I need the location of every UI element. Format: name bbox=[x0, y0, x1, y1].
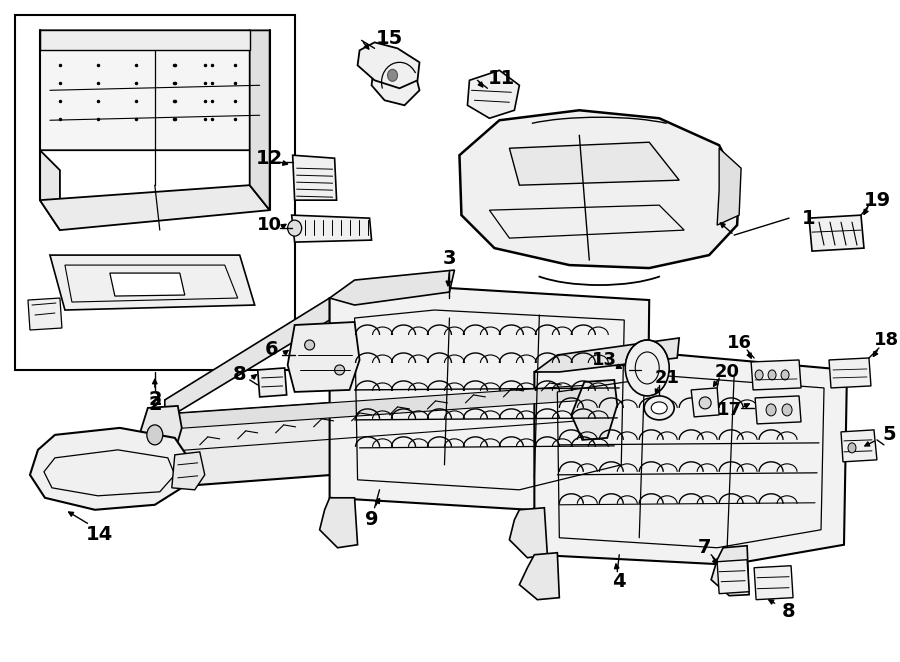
Polygon shape bbox=[717, 148, 741, 225]
Polygon shape bbox=[30, 428, 190, 510]
Text: 11: 11 bbox=[488, 69, 515, 88]
Text: 18: 18 bbox=[875, 331, 899, 349]
Polygon shape bbox=[572, 380, 617, 440]
Polygon shape bbox=[249, 30, 270, 210]
Polygon shape bbox=[841, 430, 877, 462]
Text: 13: 13 bbox=[592, 351, 617, 369]
Ellipse shape bbox=[755, 370, 763, 380]
Ellipse shape bbox=[781, 370, 789, 380]
Polygon shape bbox=[172, 452, 205, 490]
Ellipse shape bbox=[335, 365, 345, 375]
Ellipse shape bbox=[768, 370, 776, 380]
Text: 20: 20 bbox=[715, 363, 740, 381]
Polygon shape bbox=[15, 15, 294, 370]
Ellipse shape bbox=[766, 404, 776, 416]
Polygon shape bbox=[28, 298, 62, 330]
Polygon shape bbox=[155, 385, 599, 488]
Polygon shape bbox=[40, 150, 60, 230]
Text: 16: 16 bbox=[726, 334, 752, 352]
Ellipse shape bbox=[782, 404, 792, 416]
Polygon shape bbox=[519, 553, 559, 600]
Polygon shape bbox=[372, 56, 419, 105]
Polygon shape bbox=[711, 545, 749, 596]
Ellipse shape bbox=[147, 425, 163, 445]
Polygon shape bbox=[110, 273, 184, 296]
Text: 17: 17 bbox=[716, 401, 742, 419]
Polygon shape bbox=[292, 155, 337, 200]
Text: 6: 6 bbox=[265, 340, 278, 359]
Ellipse shape bbox=[699, 397, 711, 409]
Polygon shape bbox=[288, 322, 360, 392]
Polygon shape bbox=[320, 498, 357, 547]
Polygon shape bbox=[509, 508, 547, 557]
Polygon shape bbox=[40, 30, 270, 150]
Ellipse shape bbox=[288, 220, 302, 236]
Text: 21: 21 bbox=[654, 369, 680, 387]
Text: 2: 2 bbox=[148, 391, 162, 409]
Polygon shape bbox=[717, 560, 749, 594]
Text: 10: 10 bbox=[257, 216, 283, 234]
Polygon shape bbox=[40, 185, 270, 230]
Polygon shape bbox=[138, 406, 182, 465]
Polygon shape bbox=[829, 358, 871, 388]
Text: 7: 7 bbox=[698, 538, 711, 557]
Polygon shape bbox=[460, 111, 739, 268]
Polygon shape bbox=[155, 385, 590, 430]
Polygon shape bbox=[165, 298, 329, 420]
Polygon shape bbox=[257, 368, 287, 397]
Polygon shape bbox=[691, 388, 719, 417]
Text: 1: 1 bbox=[802, 209, 815, 228]
Polygon shape bbox=[329, 288, 649, 510]
Text: 9: 9 bbox=[364, 510, 378, 530]
Text: 8: 8 bbox=[782, 602, 796, 621]
Text: 5: 5 bbox=[882, 426, 896, 444]
Text: 14: 14 bbox=[86, 525, 113, 544]
Text: 3: 3 bbox=[443, 249, 456, 267]
Text: 19: 19 bbox=[863, 191, 890, 210]
Ellipse shape bbox=[848, 443, 856, 453]
Polygon shape bbox=[809, 215, 864, 251]
Ellipse shape bbox=[388, 70, 398, 81]
Polygon shape bbox=[292, 215, 372, 242]
Polygon shape bbox=[50, 255, 255, 310]
Text: 4: 4 bbox=[612, 572, 626, 591]
Polygon shape bbox=[357, 42, 419, 88]
Polygon shape bbox=[755, 396, 801, 424]
Polygon shape bbox=[754, 566, 793, 600]
Polygon shape bbox=[467, 70, 519, 118]
Ellipse shape bbox=[652, 402, 667, 414]
Polygon shape bbox=[509, 142, 680, 185]
Ellipse shape bbox=[304, 340, 315, 350]
Text: 2: 2 bbox=[148, 395, 162, 414]
Polygon shape bbox=[40, 30, 249, 50]
Text: 15: 15 bbox=[376, 29, 403, 48]
Polygon shape bbox=[752, 360, 801, 390]
Text: 12: 12 bbox=[256, 149, 284, 167]
Ellipse shape bbox=[644, 396, 674, 420]
Polygon shape bbox=[329, 270, 454, 305]
Ellipse shape bbox=[626, 340, 670, 396]
Polygon shape bbox=[535, 355, 847, 565]
Text: 8: 8 bbox=[233, 365, 247, 385]
Polygon shape bbox=[535, 338, 680, 372]
